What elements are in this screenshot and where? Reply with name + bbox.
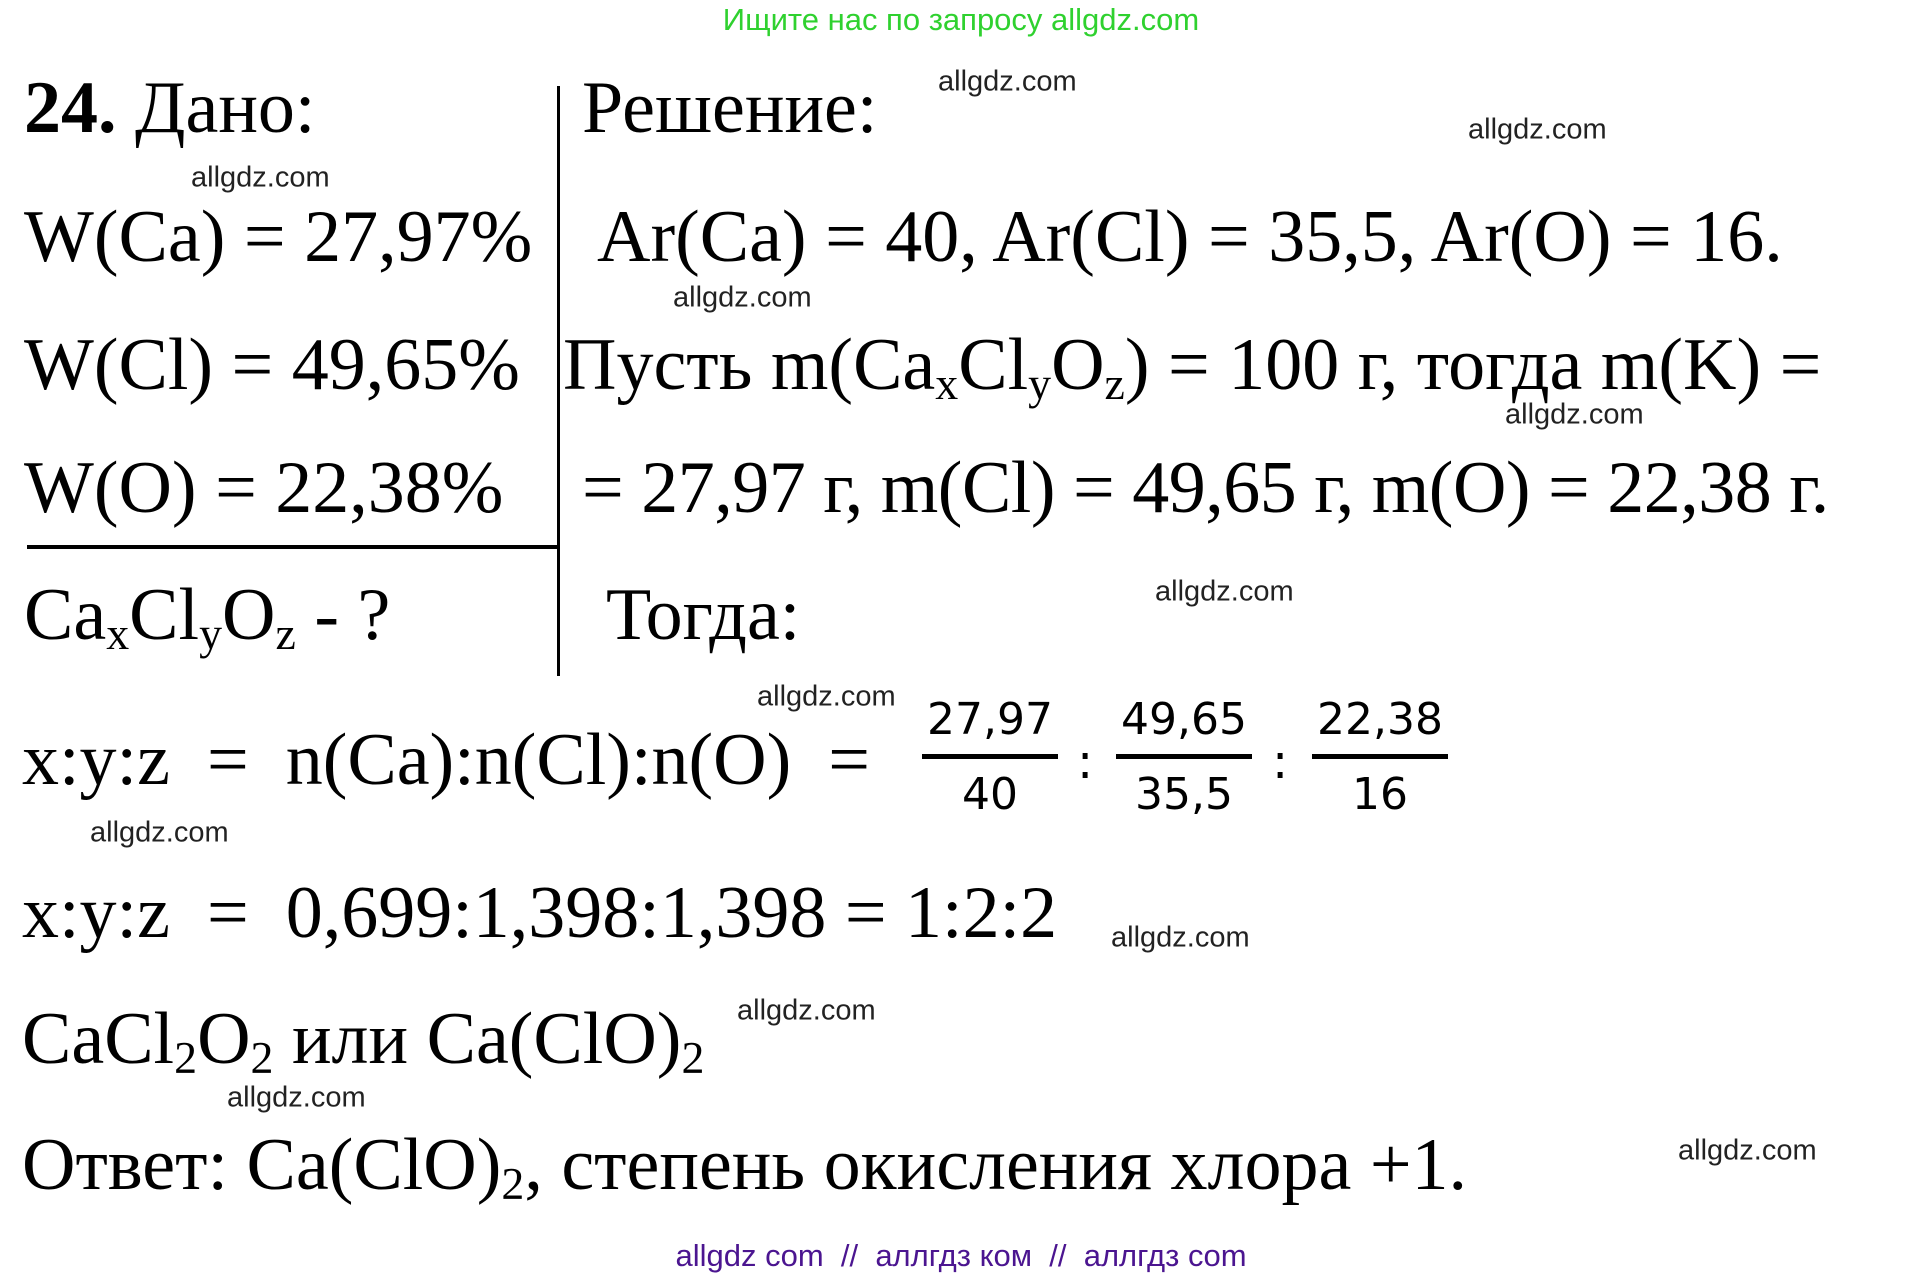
given-item-ca: W(Ca) = 27,97% xyxy=(24,196,533,278)
find-formula: CaxClyOz - ? xyxy=(24,574,391,660)
fraction-ca: 27,97 40 xyxy=(922,698,1058,817)
assumption-line: Пусть m(CaxClyOz) = 100 г, тогда m(K) = xyxy=(563,324,1822,410)
ratio-separator: : xyxy=(1272,734,1289,790)
atomic-masses: Ar(Ca) = 40, Ar(Cl) = 35,5, Ar(O) = 16. xyxy=(597,196,1783,278)
watermark: allgdz.com xyxy=(673,281,812,314)
fraction-cl: 49,65 35,5 xyxy=(1116,698,1252,817)
column-divider xyxy=(557,86,560,676)
watermark: allgdz.com xyxy=(757,680,896,713)
given-item-cl: W(Cl) = 49,65% xyxy=(24,324,520,406)
ratio-result: x:y:z = 0,699:1,398:1,398 = 1:2:2 xyxy=(22,872,1058,954)
ratio-separator: : xyxy=(1077,734,1094,790)
masses-line: = 27,97 г, m(Cl) = 49,65 г, m(O) = 22,38… xyxy=(582,447,1829,529)
problem-number: 24. xyxy=(24,67,117,149)
given-divider xyxy=(27,545,558,549)
watermark: allgdz.com xyxy=(1155,575,1294,608)
solution-title: Решение: xyxy=(582,67,878,149)
given-title: Дано: xyxy=(135,67,316,149)
watermark: allgdz.com xyxy=(1678,1134,1817,1167)
given-heading: 24. Дано: xyxy=(24,71,315,145)
watermark: allgdz.com xyxy=(1111,921,1250,954)
then-label: Тогда: xyxy=(606,574,801,656)
fraction-o: 22,38 16 xyxy=(1312,698,1448,817)
formula-line: CaCl2O2 или Ca(ClO)2 xyxy=(22,998,705,1084)
watermark: allgdz.com xyxy=(90,816,229,849)
watermark: allgdz.com xyxy=(191,161,330,194)
search-hint-link[interactable]: Ищите нас по запросу allgdz.com xyxy=(722,2,1200,37)
watermark: allgdz.com xyxy=(227,1081,366,1114)
ratio-expression: x:y:z = n(Ca):n(Cl):n(O) = xyxy=(22,719,870,801)
watermark: allgdz.com xyxy=(737,994,876,1027)
watermark: allgdz.com xyxy=(938,65,1077,98)
answer-line: Ответ: Ca(ClO)2, степень окисления хлора… xyxy=(22,1124,1468,1210)
watermark: allgdz.com xyxy=(1505,398,1644,431)
footer-links[interactable]: allgdz com // аллгдз ком // аллгдз com xyxy=(675,1238,1247,1273)
watermark: allgdz.com xyxy=(1468,113,1607,146)
given-item-o: W(O) = 22,38% xyxy=(24,447,504,529)
